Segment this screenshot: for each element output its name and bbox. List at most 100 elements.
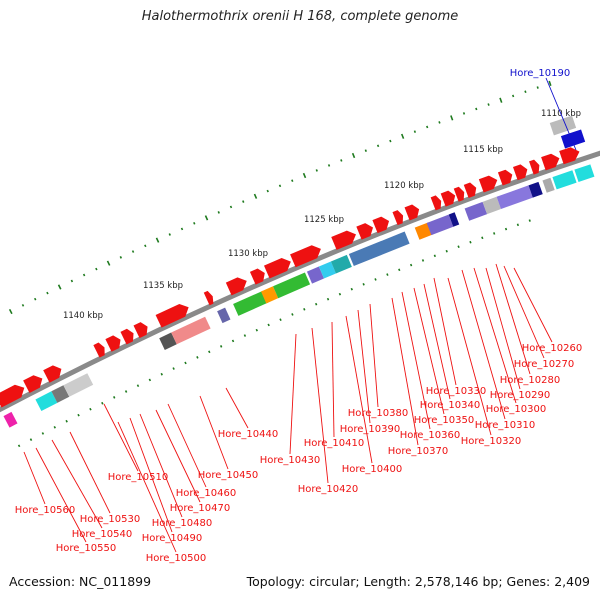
gene-label[interactable]: Hore_10410 bbox=[304, 438, 365, 449]
tick-mark bbox=[475, 107, 478, 111]
reverse-gene-block bbox=[348, 231, 410, 267]
gene-label[interactable]: Hore_10430 bbox=[260, 455, 321, 466]
gene-label[interactable]: Hore_10360 bbox=[400, 430, 461, 441]
tick-mark bbox=[351, 152, 356, 159]
tick-mark bbox=[41, 432, 45, 435]
forward-gene-arrow bbox=[263, 258, 291, 279]
gene-label[interactable]: Hore_10530 bbox=[80, 514, 141, 525]
genome-summary-text: Topology: circular; Length: 2,578,146 bp… bbox=[246, 574, 590, 589]
gene-label[interactable]: Hore_10300 bbox=[486, 404, 547, 415]
forward-gene-arrow bbox=[463, 182, 477, 198]
tick-mark bbox=[119, 256, 123, 259]
tick-mark bbox=[409, 263, 413, 267]
accession-text: Accession: NC_011899 bbox=[9, 574, 152, 589]
reverse-gene-block bbox=[273, 272, 311, 299]
tick-mark bbox=[350, 287, 353, 291]
reverse-gene-block bbox=[560, 129, 586, 149]
gene-label[interactable]: Hore_10500 bbox=[146, 553, 207, 564]
gene-label-line bbox=[391, 297, 419, 446]
reverse-gene-block bbox=[448, 212, 460, 227]
forward-gene-arrow bbox=[23, 375, 43, 393]
gene-label-line bbox=[199, 395, 229, 470]
gene-label[interactable]: Hore_10440 bbox=[218, 429, 279, 440]
forward-gene-arrow bbox=[497, 169, 513, 186]
tick-mark bbox=[208, 350, 211, 354]
forward-gene-arrow bbox=[133, 322, 148, 339]
gene-label[interactable]: Hore_10450 bbox=[198, 470, 259, 481]
forward-gene-arrow bbox=[440, 190, 456, 207]
reverse-genes bbox=[3, 115, 595, 428]
gene-label[interactable]: Hore_10560 bbox=[15, 505, 76, 516]
tick-mark bbox=[231, 339, 235, 343]
gene-label[interactable]: Hore_10460 bbox=[176, 488, 237, 499]
reverse-gene-block bbox=[171, 316, 211, 345]
reverse-gene-block bbox=[63, 373, 94, 397]
gene-label-line bbox=[51, 439, 103, 529]
gene-label[interactable]: Hore_10380 bbox=[348, 408, 409, 419]
forward-gene-arrow bbox=[93, 342, 105, 358]
tick-mark bbox=[180, 227, 184, 231]
tick-mark bbox=[278, 184, 282, 188]
tick-mark bbox=[229, 205, 233, 209]
forward-gene-arrow bbox=[453, 186, 465, 202]
tick-mark bbox=[291, 179, 294, 182]
tick-mark bbox=[53, 425, 56, 429]
gene-label[interactable]: Hore_10270 bbox=[514, 359, 575, 370]
gene-label-line bbox=[69, 431, 111, 514]
kbp-label: 1125 kbp bbox=[304, 215, 344, 225]
tick-mark bbox=[29, 438, 33, 441]
tick-mark bbox=[445, 249, 448, 253]
forward-gene-arrow bbox=[0, 384, 25, 408]
tick-mark bbox=[493, 232, 496, 235]
tick-mark bbox=[17, 444, 21, 448]
reverse-gene-block bbox=[233, 290, 269, 316]
tick-mark bbox=[77, 413, 80, 417]
tick-mark bbox=[204, 215, 209, 221]
gene-label[interactable]: Hore_10390 bbox=[340, 424, 401, 435]
gene-label-lines bbox=[23, 77, 577, 553]
gene-label[interactable]: Hore_10490 bbox=[142, 533, 203, 544]
gene-label-line bbox=[129, 417, 173, 533]
highlight-gene-label[interactable]: Hore_10190 bbox=[510, 68, 571, 79]
gene-label[interactable]: Hore_10340 bbox=[420, 400, 481, 411]
gene-label[interactable]: Hore_10540 bbox=[72, 529, 133, 540]
gene-label-line bbox=[155, 409, 201, 503]
tick-mark bbox=[413, 130, 417, 133]
tick-mark bbox=[548, 80, 552, 87]
gene-label[interactable]: Hore_10480 bbox=[152, 518, 213, 529]
reverse-gene-block bbox=[482, 196, 502, 215]
gene-label[interactable]: Hore_10550 bbox=[56, 543, 117, 554]
gene-label-line bbox=[503, 265, 545, 359]
gene-label-line bbox=[289, 333, 297, 455]
tick-mark bbox=[184, 361, 187, 365]
forward-gene-arrow bbox=[541, 153, 560, 171]
gene-label-line bbox=[485, 267, 521, 390]
tick-mark bbox=[398, 268, 401, 272]
gene-label[interactable]: Hore_10290 bbox=[490, 390, 551, 401]
gene-label[interactable]: Hore_10280 bbox=[500, 375, 561, 386]
gene-label[interactable]: Hore_10370 bbox=[388, 446, 449, 457]
tick-mark bbox=[386, 273, 389, 276]
gene-label[interactable]: Hore_10420 bbox=[298, 484, 359, 495]
reverse-gene-block bbox=[542, 177, 555, 193]
gene-label[interactable]: Hore_10320 bbox=[461, 436, 522, 447]
reverse-gene-block bbox=[496, 185, 533, 210]
tick-mark bbox=[144, 244, 147, 248]
forward-gene-arrow bbox=[225, 277, 247, 296]
gene-label[interactable]: Hore_10310 bbox=[475, 420, 536, 431]
tick-mark bbox=[364, 149, 367, 152]
tick-mark bbox=[217, 211, 220, 214]
gene-label[interactable]: Hore_10510 bbox=[108, 472, 169, 483]
gene-label[interactable]: Hore_10400 bbox=[342, 464, 403, 475]
tick-mark bbox=[326, 297, 330, 301]
tick-marks bbox=[8, 80, 552, 448]
tick-mark bbox=[21, 304, 25, 307]
gene-label[interactable]: Hore_10330 bbox=[426, 386, 487, 397]
forward-gene-arrow bbox=[203, 290, 214, 306]
gene-label[interactable]: Hore_10350 bbox=[414, 415, 475, 426]
gene-label[interactable]: Hore_10470 bbox=[170, 503, 231, 514]
reverse-gene-block bbox=[3, 411, 18, 428]
tick-mark bbox=[34, 297, 37, 301]
gene-label[interactable]: Hore_10260 bbox=[522, 343, 583, 354]
reverse-gene-block bbox=[318, 261, 336, 279]
